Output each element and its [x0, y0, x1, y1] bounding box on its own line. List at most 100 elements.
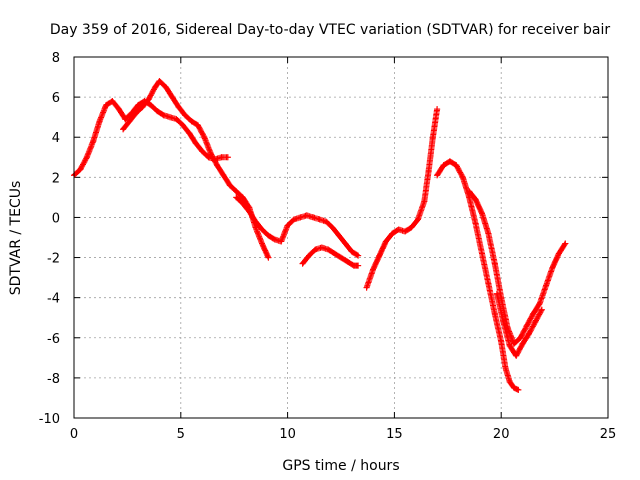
- data-point: [318, 244, 325, 251]
- data-point: [498, 338, 505, 345]
- data-points: [71, 78, 569, 393]
- data-point: [169, 94, 176, 101]
- data-point: [201, 134, 208, 141]
- data-point: [429, 134, 436, 141]
- y-axis-label: SDTVAR / TECUs: [8, 181, 24, 296]
- data-point: [425, 168, 432, 175]
- data-point: [77, 166, 84, 173]
- data-point: [199, 148, 206, 155]
- y-tick-label: -2: [47, 252, 60, 267]
- chart-title: Day 359 of 2016, Sidereal Day-to-day VTE…: [50, 22, 611, 38]
- data-point: [167, 114, 174, 121]
- data-point: [220, 172, 227, 179]
- data-point: [355, 252, 362, 259]
- data-point: [513, 352, 520, 359]
- data-point: [502, 364, 509, 371]
- data-point: [402, 228, 409, 235]
- data-point: [259, 240, 265, 247]
- y-tick-label: 8: [52, 51, 60, 66]
- data-point: [179, 122, 186, 129]
- data-point: [297, 214, 304, 221]
- data-point: [323, 218, 329, 225]
- tick-labels: 0 5 10 15 20 25 -10 -8 -6 -4 -2 0 2 4 6 8: [39, 51, 617, 442]
- data-series: [233, 194, 362, 259]
- data-point: [344, 258, 351, 265]
- data-point: [246, 208, 253, 215]
- data-point: [154, 108, 161, 115]
- data-point: [310, 214, 317, 221]
- x-tick-label: 15: [386, 427, 403, 442]
- data-point: [147, 102, 154, 109]
- data-point: [325, 246, 332, 253]
- data-point: [493, 290, 500, 297]
- data-point: [453, 162, 460, 169]
- data-point: [192, 140, 199, 147]
- data-point: [316, 216, 323, 223]
- data-point: [389, 230, 396, 237]
- x-tick-label: 5: [177, 427, 185, 442]
- data-point: [188, 118, 195, 125]
- data-point: [500, 318, 507, 325]
- data-point: [252, 218, 259, 225]
- data-point: [536, 300, 543, 307]
- data-point: [312, 246, 319, 253]
- data-point: [446, 158, 453, 165]
- data-point: [226, 182, 233, 189]
- data-series: [299, 244, 362, 269]
- x-axis-label: GPS time / hours: [282, 458, 399, 474]
- data-point: [152, 84, 159, 91]
- data-point: [218, 154, 225, 161]
- data-point: [145, 96, 152, 103]
- y-tick-label: -8: [47, 372, 60, 387]
- data-point: [342, 240, 349, 247]
- data-point: [543, 282, 550, 289]
- data-point: [214, 162, 221, 169]
- data-point: [175, 104, 182, 111]
- y-tick-label: 2: [52, 171, 60, 186]
- data-point: [291, 216, 297, 223]
- data-point: [511, 384, 517, 391]
- data-point: [284, 222, 291, 229]
- x-tick-label: 20: [493, 427, 510, 442]
- data-point: [303, 212, 310, 219]
- data-series: [363, 106, 441, 291]
- data-point: [173, 116, 180, 123]
- data-point: [109, 98, 116, 105]
- data-point: [90, 138, 97, 145]
- data-point: [459, 174, 466, 181]
- data-series: [434, 158, 522, 393]
- data-point: [259, 226, 265, 233]
- data-point: [538, 306, 545, 313]
- data-point: [485, 280, 492, 287]
- data-point: [156, 78, 163, 85]
- data-point: [122, 116, 129, 123]
- data-point: [511, 340, 517, 347]
- data-point: [162, 84, 169, 91]
- data-point: [278, 238, 285, 245]
- data-point: [132, 110, 139, 117]
- x-tick-label: 0: [70, 427, 78, 442]
- data-point: [348, 248, 355, 255]
- data-point: [233, 188, 240, 195]
- y-tick-label: -6: [47, 332, 60, 347]
- data-point: [115, 106, 122, 113]
- y-tick-label: -10: [39, 412, 60, 427]
- data-point: [472, 220, 479, 227]
- data-point: [491, 310, 498, 317]
- data-point: [440, 162, 447, 169]
- data-point: [506, 378, 513, 385]
- data-point: [530, 310, 537, 317]
- data-point: [103, 102, 109, 109]
- data-point: [265, 232, 272, 239]
- data-series: [120, 78, 272, 261]
- y-tick-label: 0: [52, 211, 60, 226]
- data-point: [519, 340, 526, 347]
- y-tick-label: 4: [52, 131, 60, 146]
- data-point: [83, 154, 90, 161]
- data-point: [491, 260, 498, 267]
- data-point: [532, 318, 539, 325]
- data-point: [135, 102, 142, 109]
- data-point: [271, 236, 278, 243]
- data-point: [421, 198, 428, 205]
- y-tick-label: 6: [52, 91, 60, 106]
